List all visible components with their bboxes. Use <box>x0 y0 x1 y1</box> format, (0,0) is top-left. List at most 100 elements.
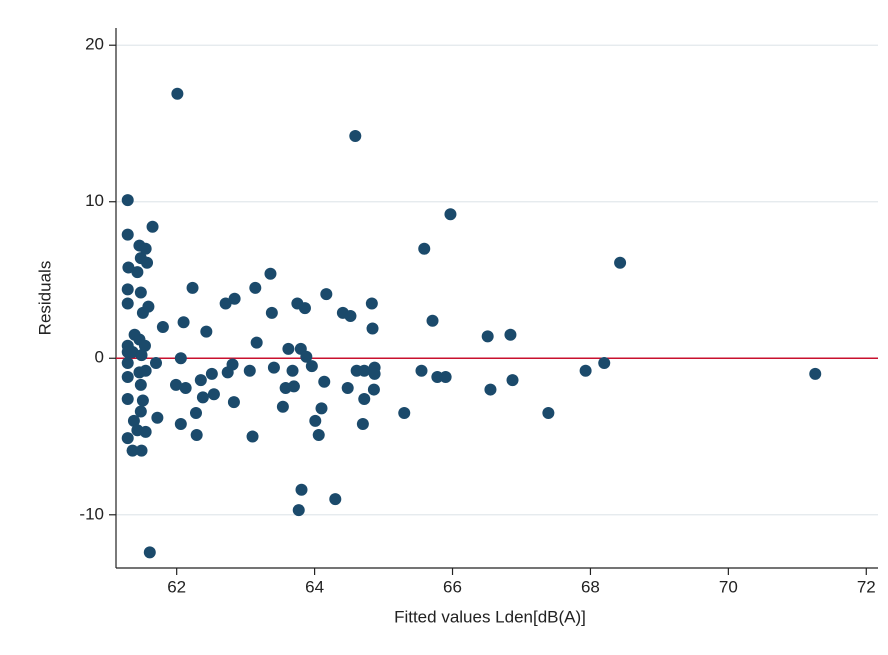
point <box>309 414 322 427</box>
point <box>228 292 241 305</box>
point <box>312 428 325 441</box>
point <box>146 220 159 233</box>
point <box>200 325 213 338</box>
point <box>121 194 134 207</box>
point <box>504 328 517 341</box>
point <box>136 394 149 407</box>
point <box>121 392 134 405</box>
point <box>134 378 147 391</box>
point <box>298 302 311 315</box>
point <box>143 546 156 559</box>
point <box>246 430 259 443</box>
x-tick-label: 62 <box>167 577 186 596</box>
point <box>205 367 218 380</box>
point <box>186 281 199 294</box>
point <box>366 322 379 335</box>
point <box>614 256 627 269</box>
point <box>207 388 220 401</box>
point <box>358 392 371 405</box>
point <box>426 314 439 327</box>
point <box>135 444 148 457</box>
point <box>196 391 209 404</box>
point <box>439 371 452 384</box>
point <box>126 444 139 457</box>
point <box>243 364 256 377</box>
y-tick-label: -10 <box>79 504 104 523</box>
point <box>356 418 369 430</box>
point <box>249 281 262 294</box>
point <box>121 283 134 296</box>
point <box>267 361 280 374</box>
point <box>134 405 147 418</box>
point <box>139 364 152 377</box>
point <box>295 483 308 496</box>
point <box>282 342 295 355</box>
point <box>358 364 371 377</box>
point <box>190 428 203 441</box>
point <box>264 267 277 280</box>
point <box>177 316 190 329</box>
y-tick-label: 10 <box>85 191 104 210</box>
point <box>156 320 169 333</box>
x-tick-label: 68 <box>581 577 600 596</box>
point <box>329 493 342 506</box>
point <box>292 504 305 517</box>
point <box>189 407 202 420</box>
y-axis-label: Residuals <box>35 261 54 336</box>
point <box>219 297 232 310</box>
point <box>365 297 378 310</box>
point <box>809 367 822 380</box>
point <box>481 330 494 343</box>
point <box>149 356 162 369</box>
point <box>344 310 357 322</box>
point <box>174 418 187 430</box>
point <box>171 87 184 100</box>
point <box>194 374 207 387</box>
point <box>484 383 497 396</box>
point <box>367 383 380 396</box>
y-tick-label: 20 <box>85 35 104 54</box>
point <box>141 256 154 269</box>
point <box>138 339 151 352</box>
x-tick-label: 66 <box>443 577 462 596</box>
point <box>398 407 411 420</box>
point <box>134 286 147 299</box>
point <box>250 336 263 349</box>
point <box>579 364 592 377</box>
x-tick-label: 64 <box>305 577 324 596</box>
point <box>305 360 318 373</box>
point <box>121 228 134 241</box>
point <box>349 130 362 142</box>
point <box>444 208 457 221</box>
point <box>415 364 428 377</box>
point <box>506 374 519 387</box>
point <box>227 396 240 409</box>
point <box>169 378 182 391</box>
point <box>265 306 278 319</box>
x-axis-label: Fitted values Lden[dB(A)] <box>394 607 586 626</box>
point <box>121 297 134 310</box>
point <box>151 411 164 424</box>
point <box>418 242 431 255</box>
point <box>315 402 328 415</box>
point <box>131 266 144 279</box>
point <box>341 382 354 394</box>
point <box>286 364 299 377</box>
point <box>431 371 444 384</box>
x-tick-label: 70 <box>719 577 738 596</box>
point <box>135 349 148 362</box>
x-tick-label: 72 <box>857 577 876 596</box>
point <box>320 288 333 301</box>
point <box>179 382 192 394</box>
point <box>287 380 300 393</box>
y-tick-label: 0 <box>95 348 104 367</box>
point <box>226 358 239 371</box>
point <box>300 350 313 363</box>
point <box>139 242 152 255</box>
point <box>542 407 555 420</box>
point <box>598 356 611 369</box>
point <box>139 425 152 438</box>
point <box>276 400 289 413</box>
